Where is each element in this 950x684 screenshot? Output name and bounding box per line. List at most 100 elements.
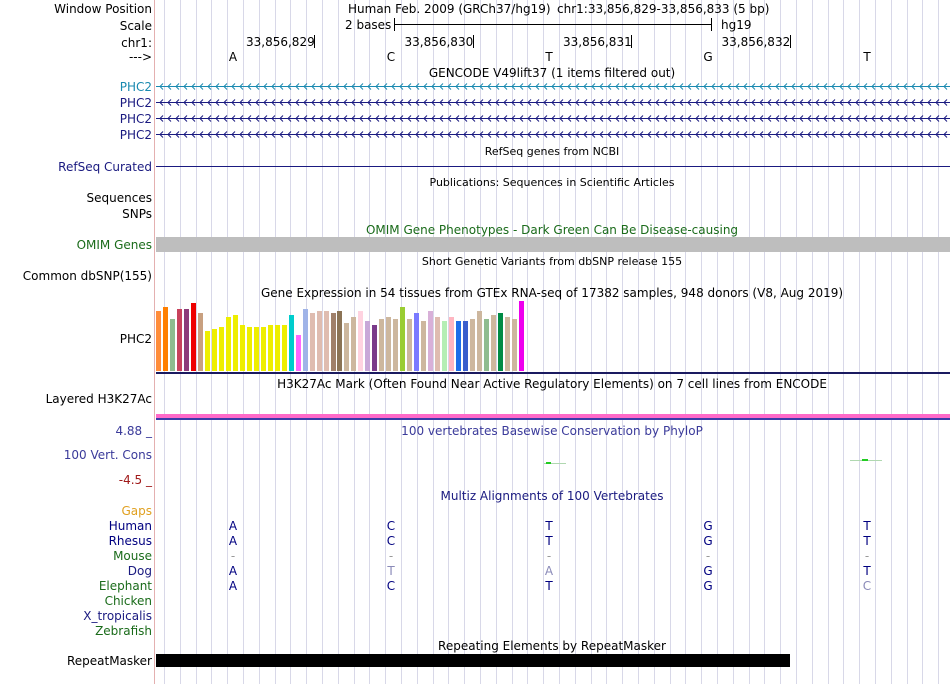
gencode-transcript-2[interactable] <box>156 98 950 107</box>
grid-line <box>606 0 607 684</box>
gtex-tissue-bar[interactable] <box>379 319 385 371</box>
gencode-phc2-label-1[interactable]: PHC2 <box>119 80 152 94</box>
species-label[interactable]: X_tropicalis <box>83 609 152 623</box>
gencode-transcript-4[interactable] <box>156 130 950 139</box>
gtex-tissue-bar[interactable] <box>295 335 301 371</box>
grid-line <box>938 0 939 684</box>
grid-line <box>559 0 560 684</box>
gtex-tissue-bar[interactable] <box>428 311 434 371</box>
gtex-tissue-bar[interactable] <box>337 311 343 371</box>
h3k27ac-signal-blue[interactable] <box>156 418 950 420</box>
gtex-tissue-bar[interactable] <box>309 313 315 371</box>
gtex-tissue-bar[interactable] <box>316 311 322 371</box>
gtex-tissue-bar[interactable] <box>442 321 448 371</box>
gtex-tissue-bar[interactable] <box>225 317 231 371</box>
gtex-tissue-bar[interactable] <box>274 325 280 371</box>
gtex-tissue-bar[interactable] <box>463 321 469 371</box>
gtex-tissue-bar[interactable] <box>477 311 483 371</box>
gtex-tissue-bar[interactable] <box>211 329 217 371</box>
gtex-tissue-bar[interactable] <box>190 303 196 371</box>
gtex-tissue-bar[interactable] <box>407 319 413 371</box>
gtex-tissue-bar[interactable] <box>344 323 350 371</box>
gtex-tissue-bar[interactable] <box>246 327 252 371</box>
gtex-tissue-bar[interactable] <box>253 327 259 371</box>
gtex-tissue-bar[interactable] <box>372 325 378 371</box>
gtex-tissue-bar[interactable] <box>288 315 294 371</box>
grid-line <box>843 0 844 684</box>
repeatmasker-label[interactable]: RepeatMasker <box>66 654 152 668</box>
phylop-value-3[interactable] <box>546 462 551 464</box>
gtex-tissue-bar[interactable] <box>491 315 497 371</box>
gtex-tissue-bar[interactable] <box>260 327 266 371</box>
common-dbsnp-label[interactable]: Common dbSNP(155) <box>22 269 152 283</box>
grid-line <box>922 0 923 684</box>
gtex-tissue-bar[interactable] <box>470 319 476 371</box>
gtex-tissue-bar[interactable] <box>449 317 455 371</box>
sequences-label[interactable]: Sequences <box>86 191 152 205</box>
alignment-base: T <box>545 519 553 533</box>
gtex-tissue-bar[interactable] <box>323 311 329 371</box>
alignment-base: T <box>545 534 553 548</box>
gtex-tissue-bar[interactable] <box>156 311 161 371</box>
refseq-gene-line[interactable] <box>156 166 950 167</box>
gtex-tissue-bar[interactable] <box>414 313 420 371</box>
species-label[interactable]: Elephant <box>98 579 152 593</box>
gtex-gene-label[interactable]: PHC2 <box>119 332 152 346</box>
phylop-zero-line-3 <box>544 463 566 464</box>
gtex-tissue-bar[interactable] <box>281 325 287 371</box>
gencode-phc2-label-4[interactable]: PHC2 <box>119 128 152 142</box>
alignment-base: A <box>228 534 238 548</box>
gtex-tissue-bar[interactable] <box>204 331 210 371</box>
gencode-phc2-label-3[interactable]: PHC2 <box>119 112 152 126</box>
gtex-tissue-bar[interactable] <box>169 319 175 371</box>
h3k27ac-label[interactable]: Layered H3K27Ac <box>45 392 152 406</box>
omim-label[interactable]: OMIM Genes <box>76 238 152 252</box>
gaps-label[interactable]: Gaps <box>121 504 152 518</box>
gtex-tissue-bar[interactable] <box>358 311 364 371</box>
repeatmasker-element[interactable] <box>156 654 790 667</box>
gtex-tissue-bar[interactable] <box>393 319 399 371</box>
alignment-base: - <box>388 549 394 563</box>
grid-line <box>859 0 860 684</box>
gtex-tissue-bar[interactable] <box>176 309 182 371</box>
snps-label[interactable]: SNPs <box>122 207 152 221</box>
species-label[interactable]: Mouse <box>113 549 152 563</box>
grid-line <box>211 0 212 684</box>
coordinate-tick <box>473 35 474 48</box>
species-label[interactable]: Dog <box>127 564 152 578</box>
gtex-tissue-bar[interactable] <box>421 321 427 371</box>
gtex-tissue-bar[interactable] <box>330 313 336 371</box>
gtex-tissue-bar[interactable] <box>365 321 371 371</box>
gtex-tissue-bar[interactable] <box>197 313 203 371</box>
gtex-tissue-bar[interactable] <box>267 325 273 371</box>
gtex-tissue-bar[interactable] <box>351 317 357 371</box>
species-label[interactable]: Zebrafish <box>95 624 152 638</box>
gtex-tissue-bar[interactable] <box>183 309 189 371</box>
gtex-tissue-bar[interactable] <box>518 301 524 371</box>
gtex-tissue-bar[interactable] <box>484 319 490 371</box>
gencode-transcript-3[interactable] <box>156 114 950 123</box>
gtex-tissue-bar[interactable] <box>162 307 168 371</box>
gtex-tissue-bar[interactable] <box>232 315 238 371</box>
species-label[interactable]: Chicken <box>104 594 152 608</box>
gtex-tissue-bar[interactable] <box>456 321 462 371</box>
gtex-tissue-bar[interactable] <box>435 317 441 371</box>
gtex-tissue-bar[interactable] <box>386 317 392 371</box>
gtex-tissue-bar[interactable] <box>505 317 510 371</box>
species-label[interactable]: Human <box>108 519 152 533</box>
gtex-tissue-bar[interactable] <box>218 327 224 371</box>
phylop-value-5[interactable] <box>862 459 868 461</box>
cons-label[interactable]: 100 Vert. Cons <box>63 448 152 462</box>
h3k27ac-signal-pink[interactable] <box>156 414 950 418</box>
gtex-tissue-bar[interactable] <box>302 309 308 371</box>
species-label[interactable]: Rhesus <box>108 534 152 548</box>
gtex-tissue-bar[interactable] <box>239 325 245 371</box>
gtex-tissue-bar[interactable] <box>498 313 504 371</box>
gencode-transcript-1[interactable] <box>156 82 950 91</box>
refseq-label[interactable]: RefSeq Curated <box>58 160 152 174</box>
omim-gene-block[interactable] <box>156 237 950 252</box>
gtex-tissue-bar[interactable] <box>400 307 406 371</box>
gtex-tissue-bar[interactable] <box>511 319 517 371</box>
gencode-phc2-label-2[interactable]: PHC2 <box>119 96 152 110</box>
